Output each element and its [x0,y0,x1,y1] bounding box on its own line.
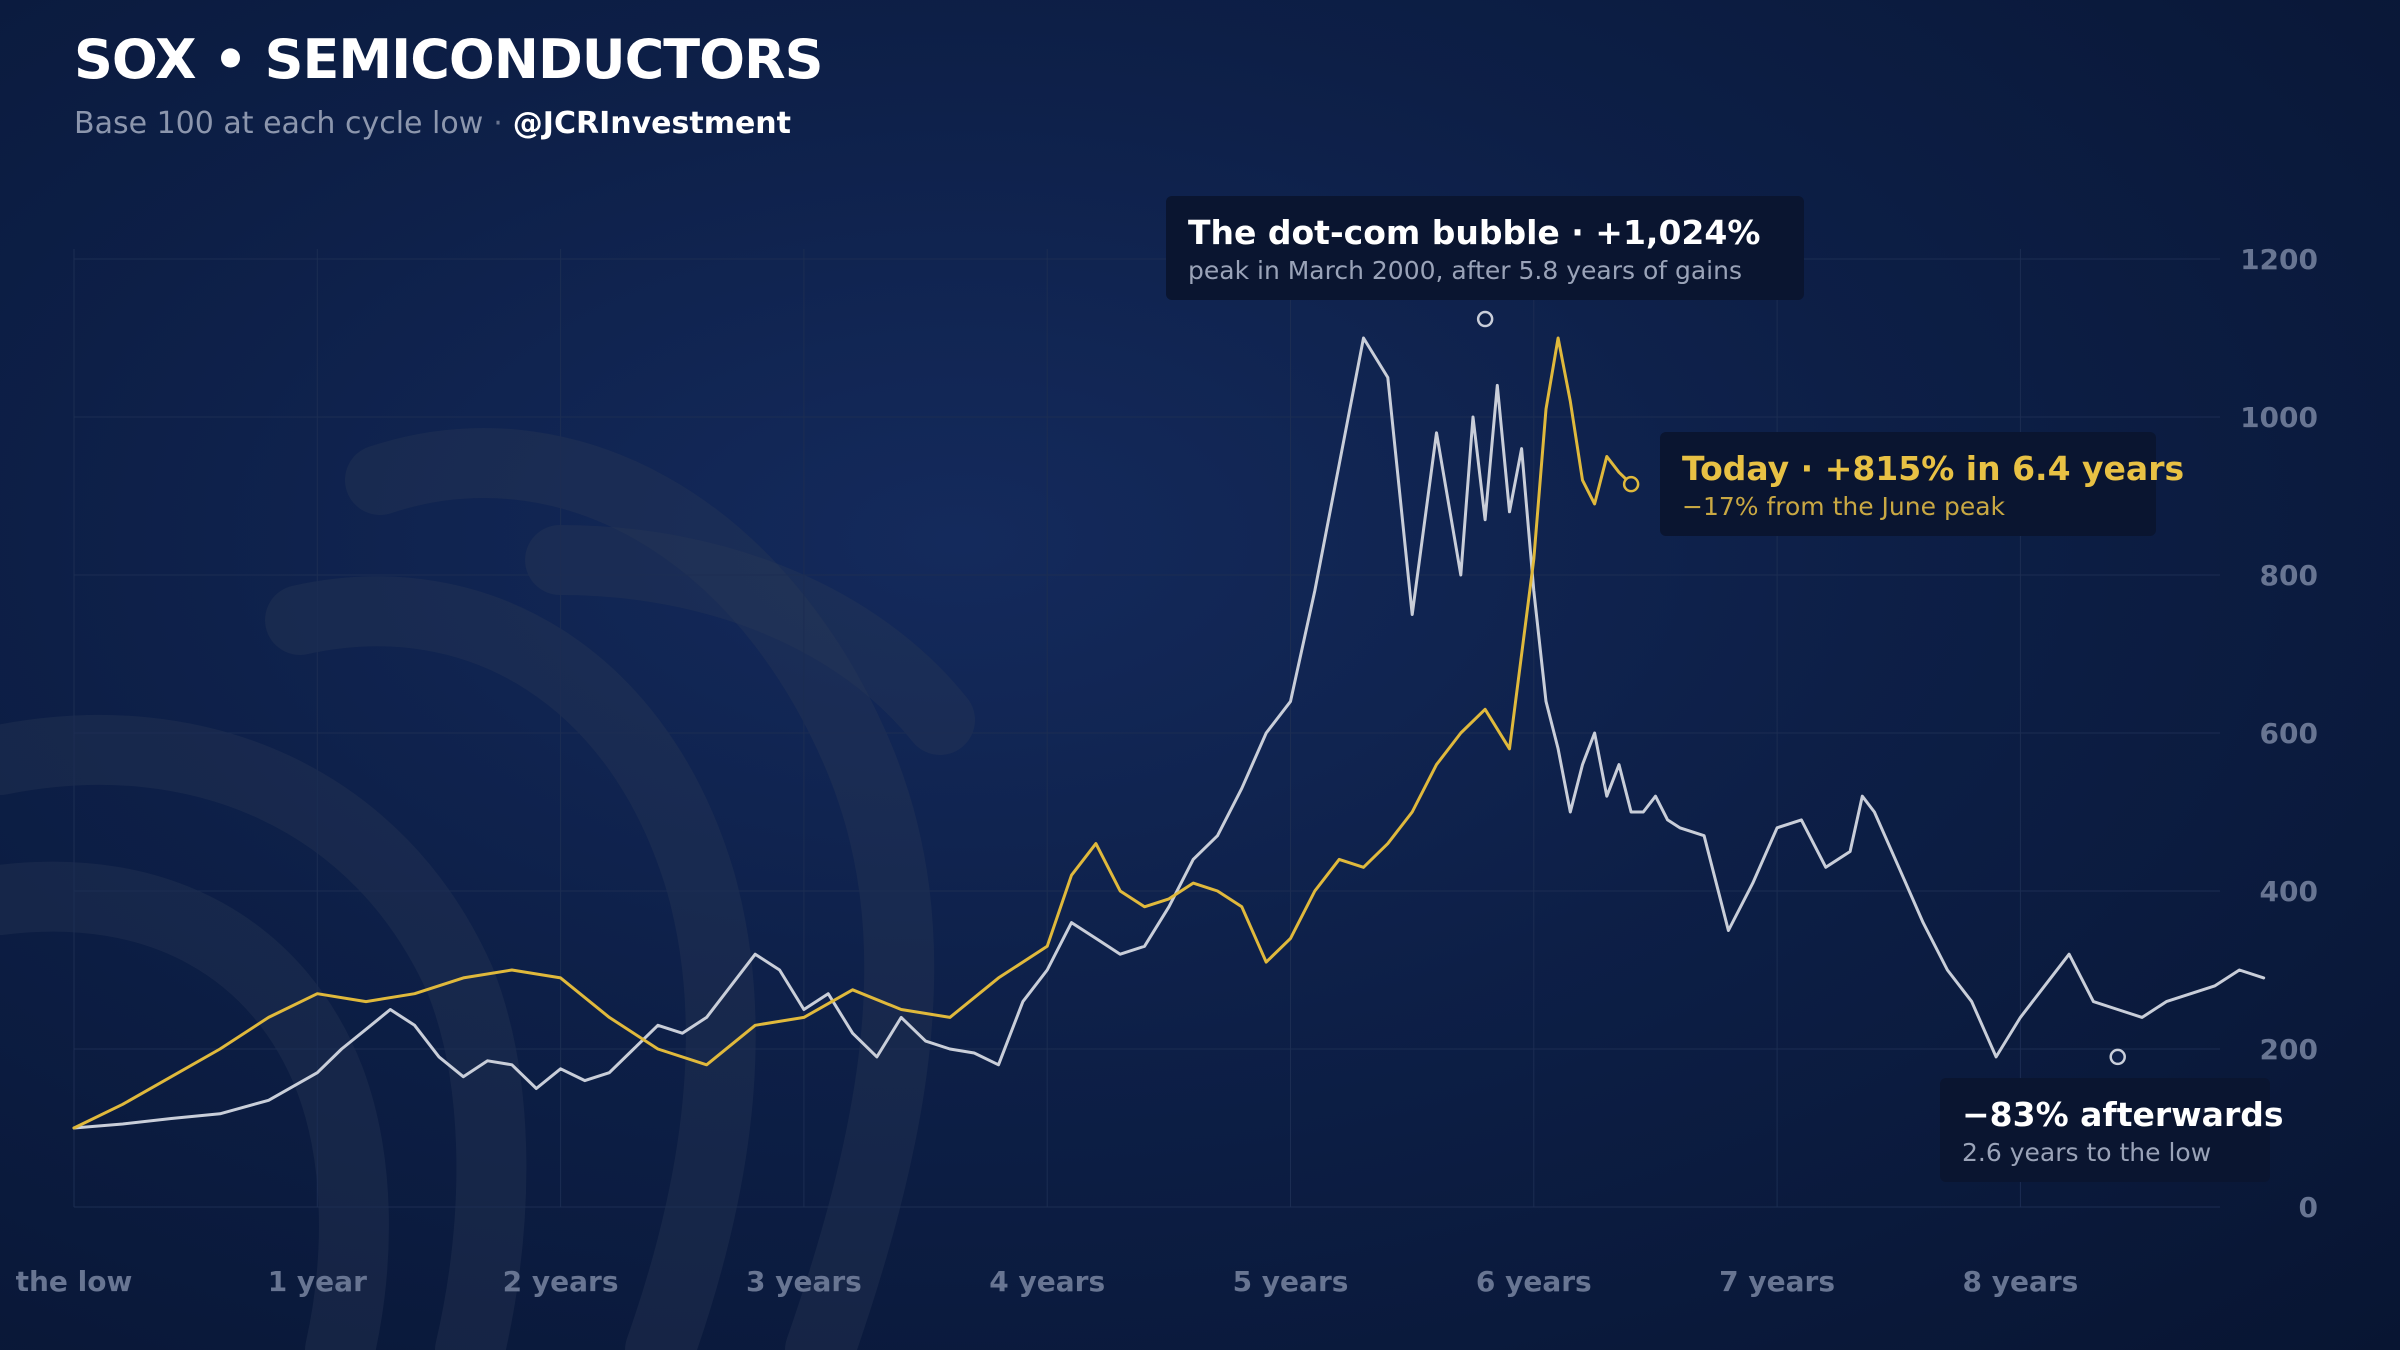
annotation-dotcom: The dot-com bubble · +1,024% peak in Mar… [1166,196,1804,300]
x-tick-label: 3 years [746,1265,862,1298]
x-tick-label: 4 years [989,1265,1105,1298]
decor-swoosh [525,525,975,755]
chart-title: SOX • SEMICONDUCTORS [74,28,823,91]
x-tick-label: 6 years [1476,1265,1592,1298]
y-tick-label: 800 [2260,559,2318,592]
annotation-decline: −83% afterwards 2.6 years to the low [1940,1078,2284,1182]
decor-swoosh [345,428,935,1350]
x-axis: the low 1 year 2 years 3 years 4 years 5 year… [16,1265,2079,1298]
series-line-current-cycle [72,336,1633,1130]
y-axis: 0 200 400 600 800 1000 1200 [2240,243,2318,1224]
y-tick-label: 1200 [2240,243,2318,276]
x-tick-label: 5 years [1233,1265,1349,1298]
decor-swoosh [0,714,527,1350]
annotation-decline-subtitle: 2.6 years to the low [1962,1138,2212,1167]
decor-swoosh [265,576,756,1350]
x-tick-label: the low [16,1265,133,1298]
y-tick-label: 400 [2260,875,2318,908]
annotation-today: Today · +815% in 6.4 years −17% from the… [1660,432,2185,536]
annotation-today-subtitle: −17% from the June peak [1682,492,2005,521]
marker-cycle-low [2109,1048,2126,1066]
subtitle-separator: · [493,106,503,141]
marker-dotcom-peak [1476,310,1494,328]
y-tick-label: 600 [2260,717,2318,750]
decor-swoosh [0,861,389,1350]
annotation-dotcom-subtitle: peak in March 2000, after 5.8 years of g… [1188,256,1742,285]
y-tick-label: 1000 [2240,401,2318,434]
x-tick-label: 7 years [1719,1265,1835,1298]
marker-today [1622,475,1640,493]
annotation-today-title: Today · +815% in 6.4 years [1682,449,2185,488]
annotation-dotcom-title: The dot-com bubble · +1,024% [1188,213,1761,252]
gridlines [73,249,2220,1208]
annotation-decline-title: −83% afterwards [1962,1095,2284,1134]
x-tick-label: 2 years [503,1265,619,1298]
x-tick-label: 1 year [268,1265,367,1298]
markers [1476,310,2126,1066]
x-tick-label: 8 years [1962,1265,2078,1298]
series-lines [72,336,2266,1130]
y-tick-label: 200 [2260,1033,2318,1066]
decor-layer [0,428,975,1350]
series-line-dotcom-cycle [72,336,2266,1130]
author-handle: @JCRInvestment [512,106,791,141]
chart-subtitle: Base 100 at each cycle low · @JCRInvestmen… [74,106,791,141]
y-tick-label: 0 [2299,1191,2318,1224]
subtitle-text: Base 100 at each cycle low [74,106,484,141]
